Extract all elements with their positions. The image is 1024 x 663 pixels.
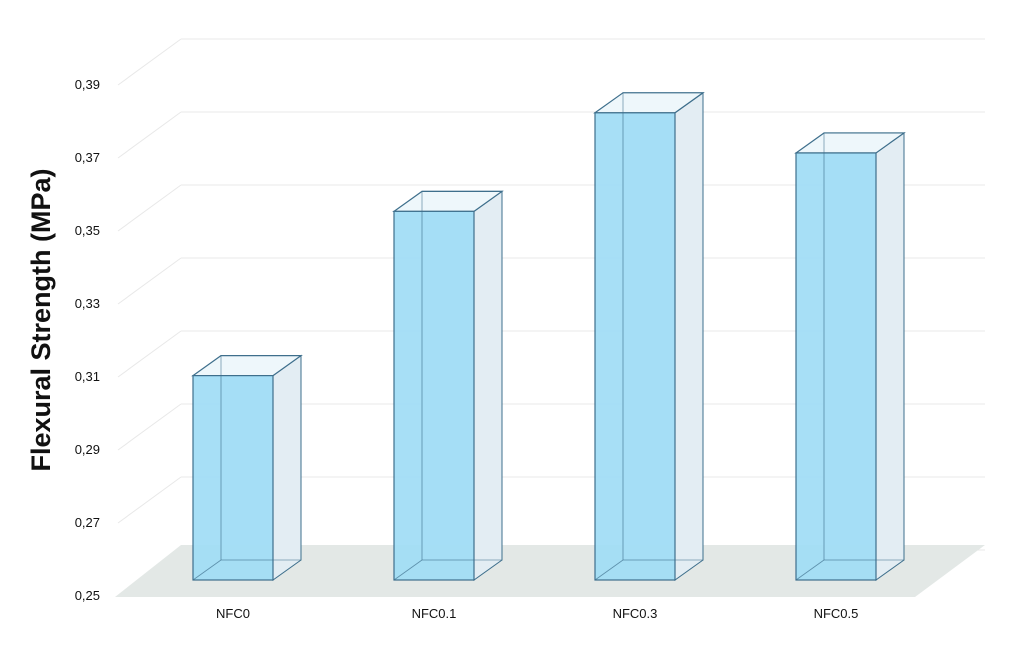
x-axis-ticks: NFC0 NFC0.1 NFC0.3 NFC0.5: [216, 606, 858, 621]
floor-plane: [115, 545, 985, 597]
bar-side-face: [875, 131, 905, 581]
y-tick-label: 0,25: [75, 588, 100, 603]
y-axis-ticks: 0,25 0,27 0,29 0,31 0,33 0,35 0,37 0,39: [75, 77, 100, 603]
bar: [392, 190, 504, 581]
y-tick-label: 0,37: [75, 150, 100, 165]
chart-floor: [115, 545, 985, 597]
gridline-side: [117, 38, 182, 86]
bar: [593, 91, 705, 581]
y-tick-label: 0,27: [75, 515, 100, 530]
gridline-side: [117, 403, 182, 451]
y-tick-label: 0,35: [75, 223, 100, 238]
gridline-side: [117, 184, 182, 232]
x-tick-label: NFC0.3: [613, 606, 658, 621]
x-tick-label: NFC0.5: [814, 606, 859, 621]
y-tick-label: 0,31: [75, 369, 100, 384]
bars: [191, 91, 906, 581]
y-tick-label: 0,33: [75, 296, 100, 311]
bar-front-face: [393, 210, 475, 581]
y-tick-label: 0,29: [75, 442, 100, 457]
x-tick-label: NFC0.1: [412, 606, 457, 621]
bar-side-face: [272, 354, 302, 581]
bar-side-face: [674, 91, 704, 581]
gridline-side: [117, 111, 182, 159]
gridline-side: [117, 476, 182, 524]
bar-side-face: [473, 190, 503, 581]
bar-front-face: [192, 375, 274, 581]
bar: [794, 131, 906, 581]
y-tick-label: 0,39: [75, 77, 100, 92]
gridline-side: [117, 330, 182, 378]
x-tick-label: NFC0: [216, 606, 250, 621]
y-axis-label: Flexural Strength (MPa): [26, 168, 56, 471]
bar-front-face: [795, 152, 877, 581]
gridline-side: [117, 257, 182, 305]
bar: [191, 354, 303, 581]
bar-front-face: [594, 112, 676, 581]
